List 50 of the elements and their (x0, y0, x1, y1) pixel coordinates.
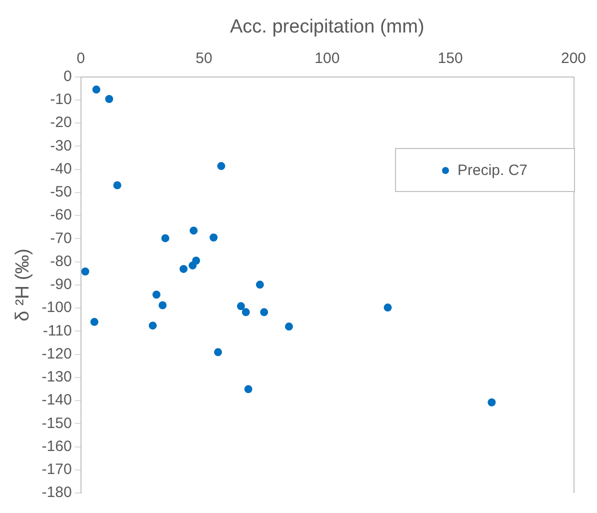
point (188, 261, 197, 270)
point (113, 181, 122, 190)
y-tick-label: -10 (50, 91, 72, 108)
y-tick-label: -40 (50, 160, 72, 178)
y-tick-label: -50 (50, 184, 72, 201)
point (284, 322, 293, 331)
x-tick-label: 150 (438, 50, 463, 67)
x-axis-title: Acc. precipitation (mm) (230, 16, 424, 38)
y-tick-label: -100 (42, 299, 72, 316)
y-tick-label: -80 (50, 252, 72, 270)
point (180, 264, 188, 273)
y-tick-label: -150 (42, 414, 72, 432)
point (90, 318, 98, 326)
y-tick-label: 0 (63, 68, 72, 85)
x-tick-label: 50 (196, 50, 212, 67)
point (81, 267, 90, 276)
point (384, 304, 392, 312)
point (148, 322, 157, 330)
point (242, 308, 250, 316)
point (244, 385, 252, 394)
y-tick-label: -120 (42, 345, 72, 362)
point (236, 302, 245, 310)
point (488, 398, 496, 406)
y-tick-label: -70 (50, 230, 72, 247)
point (214, 348, 222, 356)
point (256, 280, 264, 289)
y-axis-title: δ ²H (‰) (12, 248, 34, 322)
y-tick-label: -20 (50, 114, 72, 132)
y-tick-label: -140 (42, 392, 72, 409)
point (210, 234, 218, 242)
point (161, 234, 170, 242)
y-tick-label: -180 (42, 484, 72, 502)
legend-label: Precip. C7 (457, 162, 528, 178)
y-tick-label: -130 (42, 368, 72, 386)
point (217, 162, 226, 170)
point (152, 290, 160, 299)
point (260, 308, 268, 316)
y-tick-label: -30 (50, 137, 72, 154)
y-tick-label: -170 (42, 461, 72, 478)
point (158, 301, 167, 310)
x-tick-label: 200 (560, 50, 586, 67)
point (92, 86, 100, 94)
y-tick-label: -60 (50, 206, 72, 224)
y-tick-label: -90 (50, 276, 72, 294)
y-tick-label: -160 (42, 438, 72, 455)
x-tick-label: 100 (314, 50, 340, 67)
point (190, 226, 198, 235)
x-tick-label: 0 (76, 50, 85, 67)
y-tick-label: -110 (42, 322, 72, 340)
point (105, 95, 114, 103)
